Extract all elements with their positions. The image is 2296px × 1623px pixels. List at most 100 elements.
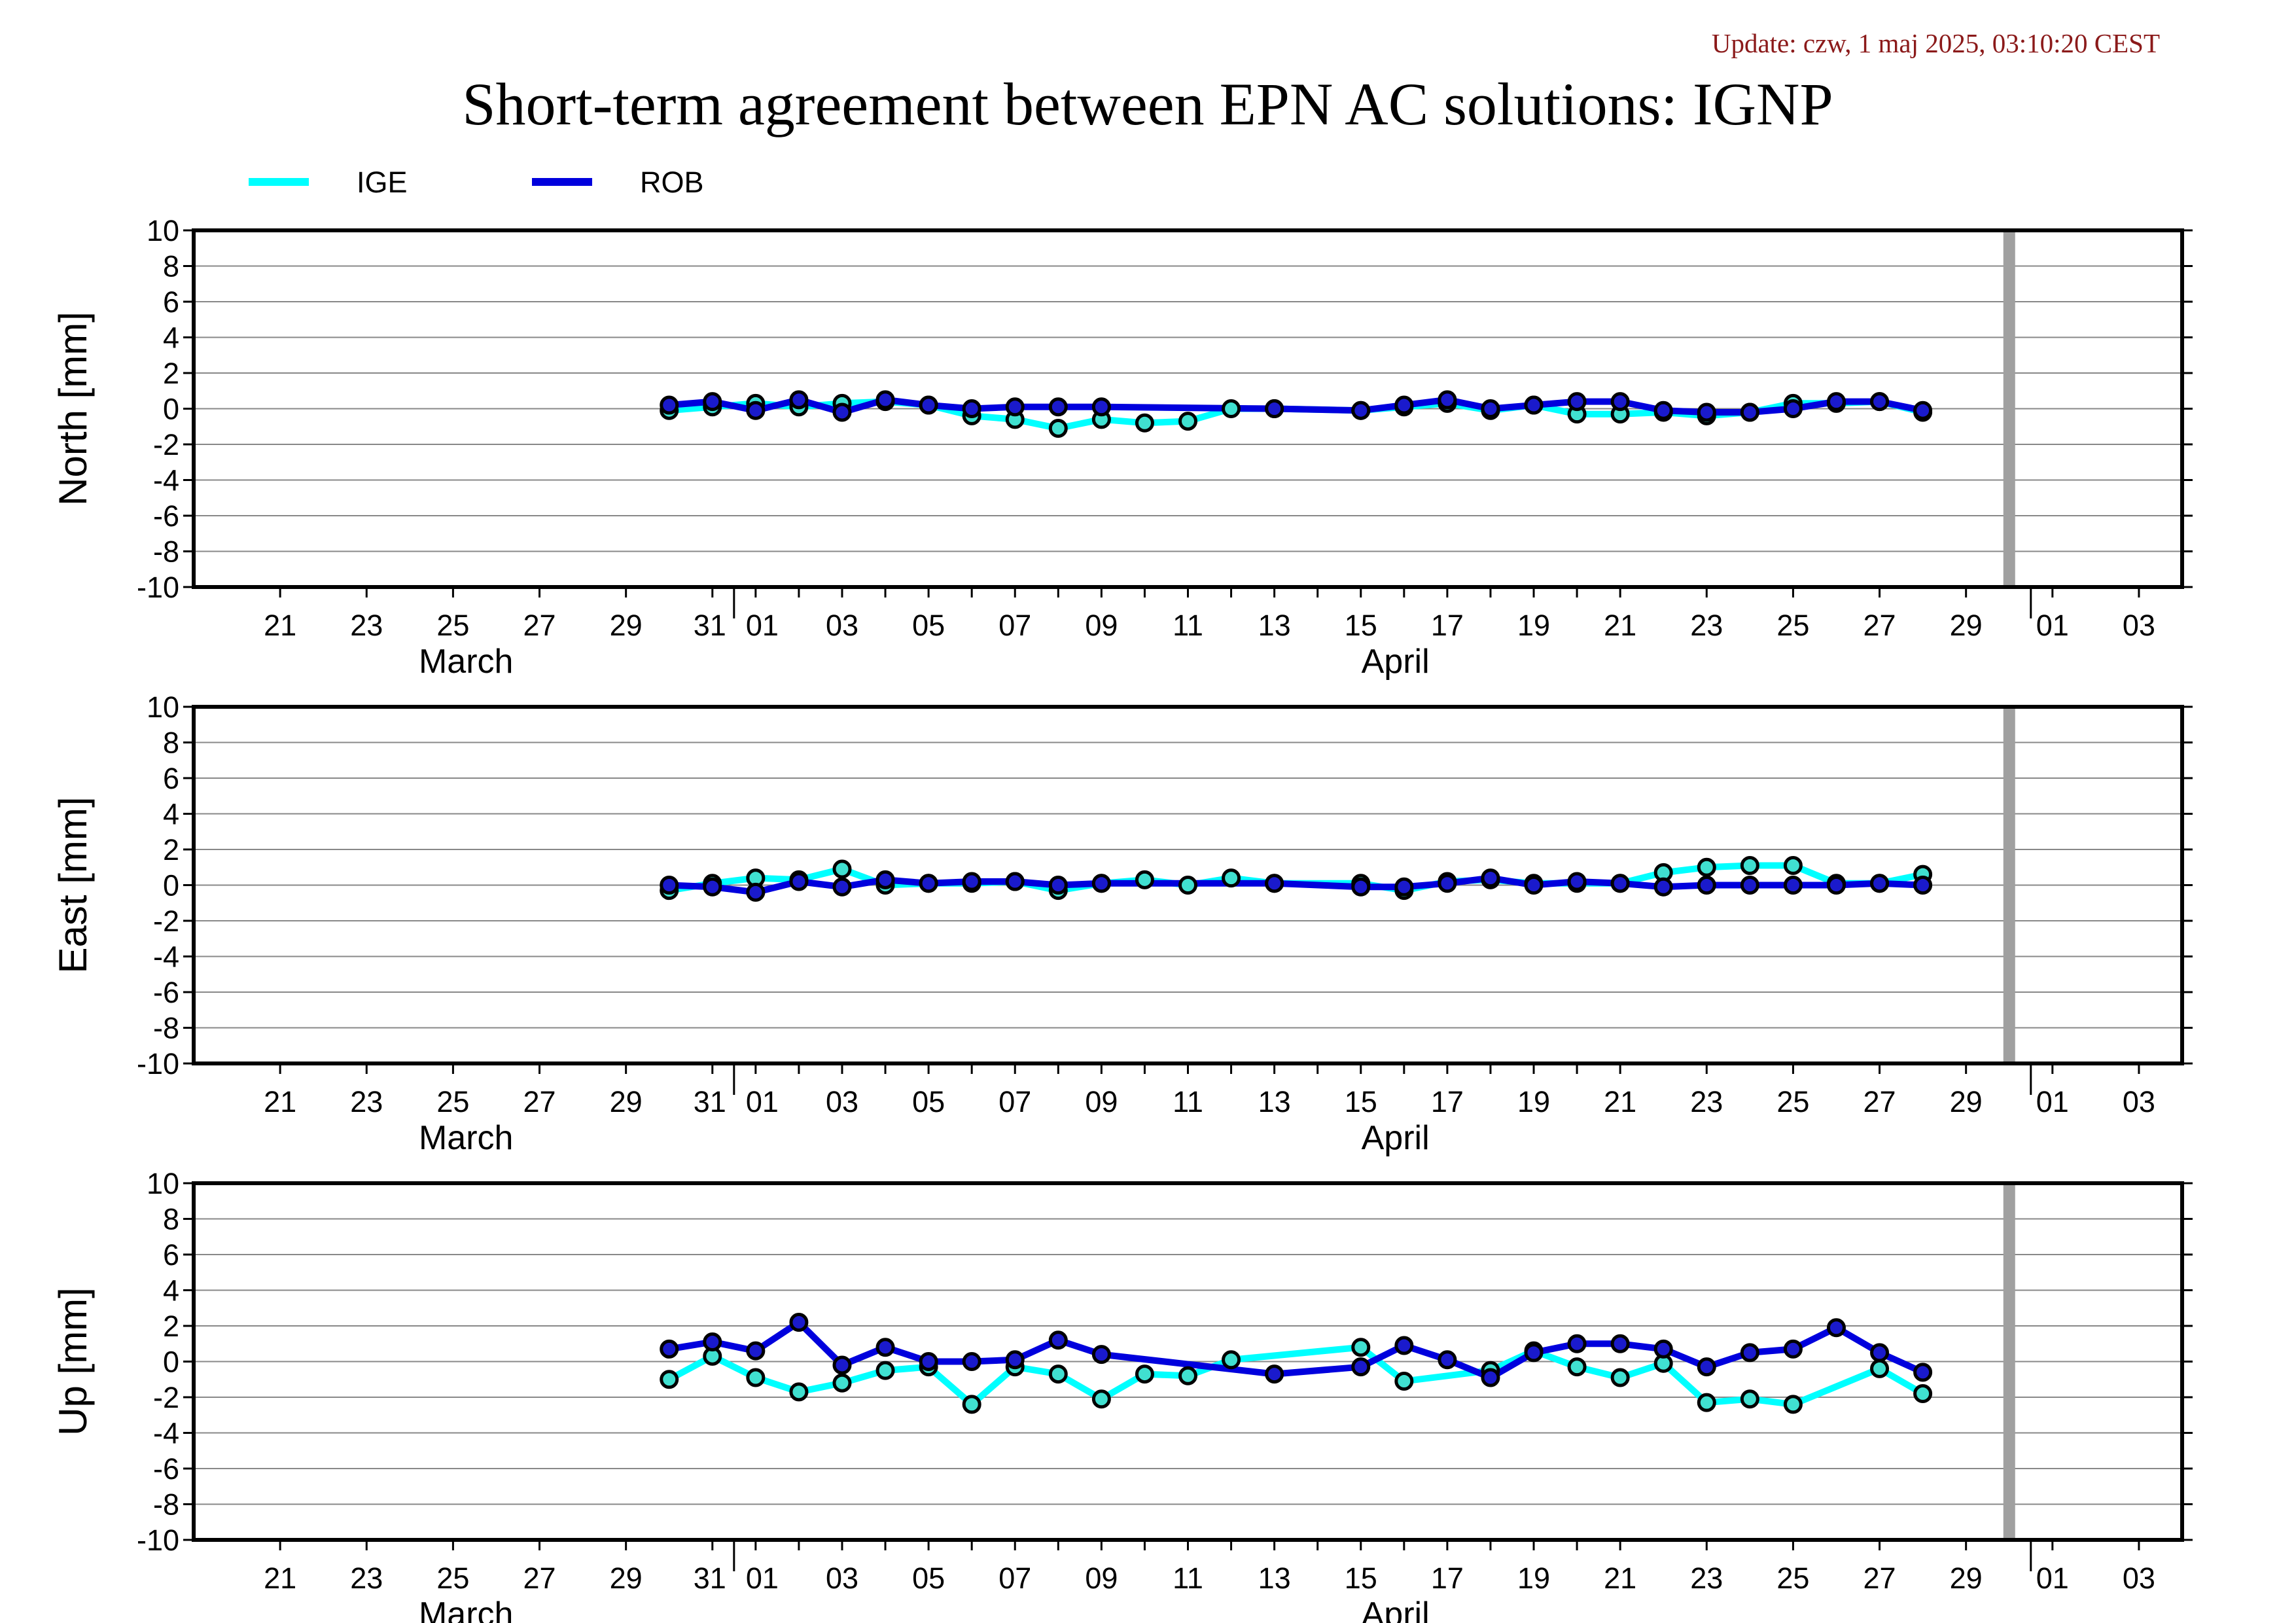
data-point-rob: [1826, 876, 1846, 895]
data-point-rob: [1394, 1336, 1414, 1355]
x-tick-label: 17: [1431, 609, 1464, 642]
y-tick-label: 8: [163, 1203, 179, 1236]
x-tick-label: 17: [1431, 1561, 1464, 1595]
data-point-ige: [1697, 857, 1716, 877]
data-point-ige: [1222, 399, 1241, 418]
data-point-rob: [1826, 1318, 1846, 1338]
x-tick-label: 09: [1085, 1561, 1118, 1595]
x-tick-label: 03: [826, 1085, 858, 1118]
data-point-rob: [1481, 1368, 1500, 1387]
data-point-ige: [660, 1370, 679, 1389]
y-tick-label: 4: [163, 798, 179, 831]
data-point-ige: [789, 1382, 809, 1402]
current-day-marker: [2003, 707, 2015, 1063]
data-point-ige: [1740, 856, 1759, 876]
data-point-ige: [1178, 1366, 1197, 1385]
data-point-ige: [1697, 1393, 1716, 1412]
x-tick-label: 31: [694, 609, 726, 642]
data-point-rob: [919, 395, 938, 415]
x-tick-label: 31: [694, 1561, 726, 1595]
x-tick-label: 19: [1517, 609, 1550, 642]
data-point-rob: [1653, 1339, 1673, 1359]
data-point-rob: [1653, 877, 1673, 897]
x-tick-label: 29: [610, 1561, 643, 1595]
data-point-rob: [1740, 402, 1759, 422]
x-tick-label: 01: [746, 609, 779, 642]
month-label-april: April: [1362, 643, 1430, 681]
y-tick-label: 0: [163, 393, 179, 426]
x-tick-label: 13: [1258, 1561, 1291, 1595]
data-point-rob: [1481, 868, 1500, 888]
data-point-ige: [875, 1361, 895, 1380]
data-point-rob: [1265, 874, 1284, 893]
data-point-rob: [832, 402, 852, 422]
x-tick-label: 11: [1173, 1085, 1203, 1118]
x-tick-label: 03: [2123, 1561, 2155, 1595]
y-axis-label-north: North [mm]: [51, 312, 95, 506]
data-point-rob: [1091, 1345, 1111, 1364]
current-day-marker: [2003, 1183, 2015, 1540]
data-point-rob: [1567, 872, 1587, 891]
x-tick-label: 01: [2036, 609, 2069, 642]
data-point-ige: [1394, 1371, 1414, 1391]
data-point-rob: [1005, 1350, 1025, 1370]
data-point-rob: [962, 399, 981, 418]
data-point-ige: [832, 859, 852, 879]
data-point-ige: [1783, 856, 1803, 876]
data-point-ige: [1351, 1338, 1371, 1357]
x-tick-label: 11: [1173, 609, 1203, 642]
x-tick-label: 07: [998, 1085, 1031, 1118]
x-tick-label: 15: [1345, 1085, 1377, 1118]
data-point-ige: [832, 1373, 852, 1393]
data-point-rob: [832, 1355, 852, 1375]
data-point-rob: [1783, 1339, 1803, 1359]
data-point-rob: [1610, 874, 1630, 893]
x-tick-label: 03: [826, 609, 858, 642]
x-tick-label: 27: [1863, 1085, 1896, 1118]
data-point-rob: [1697, 1357, 1716, 1377]
data-point-rob: [1005, 397, 1025, 417]
x-tick-label: 19: [1517, 1561, 1550, 1595]
x-tick-label: 13: [1258, 1085, 1291, 1118]
y-tick-label: 2: [163, 357, 179, 390]
x-tick-label: 07: [998, 1561, 1031, 1595]
legend-label-rob: ROB: [640, 166, 704, 199]
y-tick-label: 6: [163, 285, 179, 319]
data-point-rob: [1091, 397, 1111, 417]
x-tick-label: 23: [1690, 1085, 1723, 1118]
x-tick-label: 03: [826, 1561, 858, 1595]
data-point-rob: [1394, 877, 1414, 897]
data-point-rob: [1870, 392, 1890, 412]
x-tick-label: 19: [1517, 1085, 1550, 1118]
x-tick-label: 23: [350, 1561, 383, 1595]
x-tick-label: 27: [523, 609, 556, 642]
data-point-rob: [1265, 399, 1284, 418]
data-point-ige: [1870, 1359, 1890, 1378]
x-tick-label: 29: [1950, 609, 1983, 642]
data-point-rob: [1524, 876, 1544, 895]
data-point-rob: [1783, 399, 1803, 418]
x-tick-label: 03: [2123, 1085, 2155, 1118]
data-point-rob: [832, 877, 852, 897]
y-tick-label: -2: [153, 904, 179, 938]
data-point-rob: [1481, 399, 1500, 418]
x-tick-label: 23: [350, 1085, 383, 1118]
data-point-ige: [1178, 412, 1197, 431]
x-tick-label: 07: [998, 609, 1031, 642]
x-tick-label: 31: [694, 1085, 726, 1118]
x-tick-label: 05: [912, 609, 945, 642]
x-tick-label: 15: [1345, 609, 1377, 642]
y-tick-label: -8: [153, 1012, 179, 1045]
y-tick-label: -6: [153, 976, 179, 1009]
x-tick-label: 21: [264, 1561, 296, 1595]
data-point-rob: [703, 877, 722, 897]
data-point-ige: [1091, 1389, 1111, 1409]
legend-label-ige: IGE: [357, 166, 408, 199]
x-tick-label: 21: [264, 1085, 296, 1118]
data-point-rob: [1438, 390, 1457, 410]
data-point-ige: [746, 1368, 766, 1387]
data-point-rob: [1913, 1363, 1933, 1382]
